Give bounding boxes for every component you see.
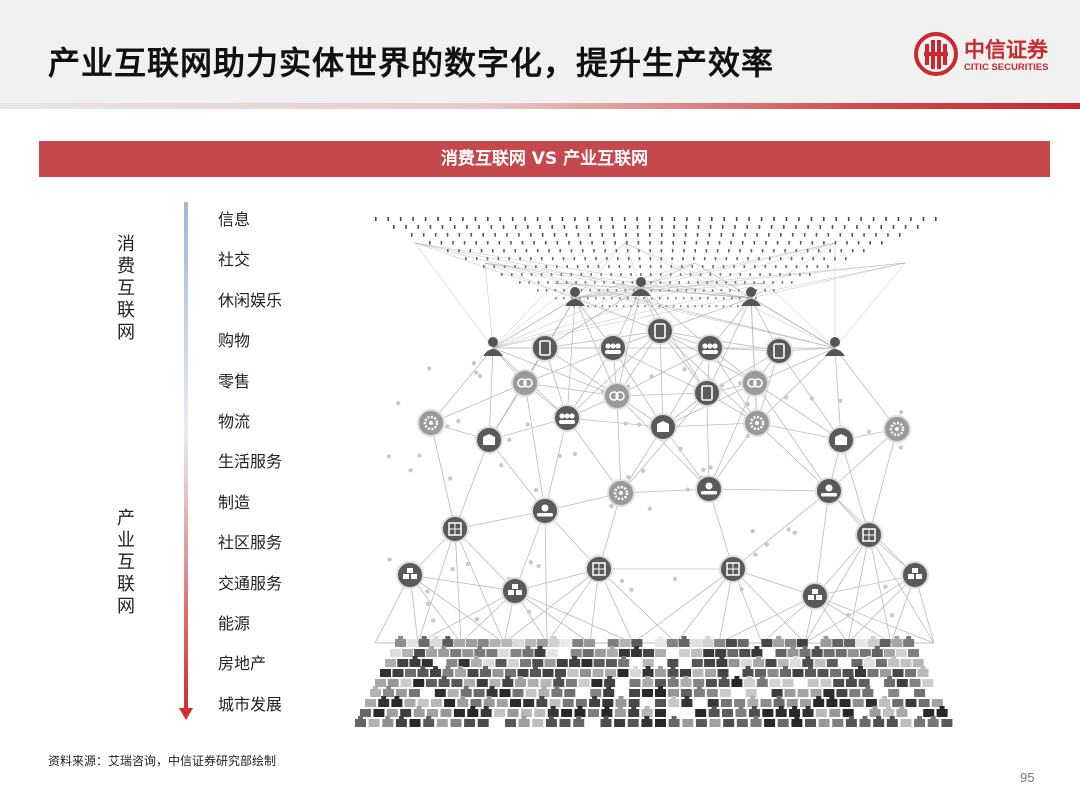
list-item: 房地产	[218, 654, 267, 674]
gear-icon	[743, 409, 771, 437]
list-item: 信息	[218, 210, 251, 229]
list-item: 生活服务	[218, 452, 283, 472]
list-item: 制造	[218, 492, 251, 512]
building-icon	[719, 555, 747, 583]
list-item: 物流	[218, 411, 251, 431]
list-item: 城市发展	[218, 694, 283, 714]
list-item: 零售	[218, 371, 251, 391]
citic-logo-icon	[914, 32, 958, 76]
gear-icon	[417, 409, 445, 437]
building-icon	[585, 555, 613, 583]
list-item: 交通服务	[218, 573, 283, 593]
tablet-icon	[693, 379, 721, 407]
network-nodes	[396, 277, 929, 610]
person-icon	[825, 337, 845, 356]
logo-text-en: CITIC SECURITIES	[964, 62, 1049, 73]
pallet-icon	[501, 577, 529, 605]
axis-label-consumer: 消费互联网	[117, 234, 135, 343]
puzzle-floor	[355, 636, 953, 727]
category-list: 信息 社交 休闲娱乐 购物 零售 物流 生活服务 制造 社区服务 交通服务 能源…	[218, 206, 282, 731]
pallet-icon	[801, 582, 829, 610]
network-illustration	[355, 217, 953, 727]
pretzel-icon	[741, 369, 769, 397]
list-item: 能源	[218, 613, 251, 633]
person-icon	[565, 287, 585, 306]
building-icon	[441, 515, 469, 543]
tablet-icon	[531, 334, 559, 362]
page-title: 产业互联网助力实体世界的数字化，提升生产效率	[48, 44, 775, 82]
page-number: 95	[1020, 770, 1035, 785]
building-icon	[855, 521, 883, 549]
pallet-icon	[901, 561, 929, 589]
box-icon	[475, 426, 503, 454]
group-icon	[696, 334, 724, 362]
source-note: 资料来源：艾瑞咨询，中信证券研究部绘制	[48, 754, 277, 768]
person-icon	[631, 277, 651, 296]
group-icon	[599, 334, 627, 362]
logo-text-cn: 中信证券	[964, 38, 1048, 62]
person-icon	[483, 337, 503, 356]
hand-icon	[695, 475, 723, 503]
gradient-arrow	[179, 202, 193, 720]
box-icon	[649, 413, 677, 441]
header-divider	[0, 103, 1080, 109]
section-banner: 消费互联网 VS 产业互联网	[39, 141, 1050, 177]
gear-icon	[607, 479, 635, 507]
list-item: 休闲娱乐	[218, 290, 283, 310]
list-item: 社交	[218, 250, 251, 270]
pretzel-icon	[603, 382, 631, 410]
axis-label-industrial: 产业互联网	[117, 508, 135, 617]
tablet-icon	[765, 337, 793, 365]
pretzel-icon	[511, 369, 539, 397]
hand-icon	[815, 477, 843, 505]
hand-icon	[531, 497, 559, 525]
pallet-icon	[396, 561, 424, 589]
list-item: 社区服务	[218, 533, 283, 553]
network-links	[374, 242, 935, 644]
logo: 中信证券 CITIC SECURITIES	[914, 32, 1064, 82]
box-icon	[827, 426, 855, 454]
gear-icon	[883, 415, 911, 443]
person-icon	[741, 287, 761, 306]
list-item: 购物	[218, 331, 251, 351]
group-icon	[553, 404, 581, 432]
tablet-icon	[646, 317, 674, 345]
binary-cloud	[375, 217, 937, 308]
header-bar	[0, 0, 1080, 104]
